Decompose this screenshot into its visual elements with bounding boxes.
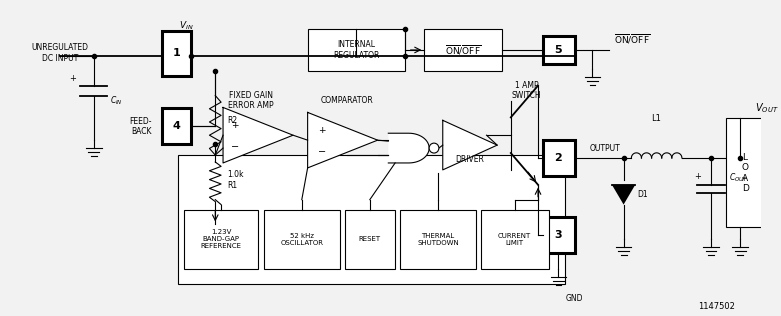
Text: OUTPUT: OUTPUT bbox=[590, 143, 620, 153]
Bar bbox=[480, 210, 549, 269]
Bar bbox=[344, 210, 395, 269]
Bar bbox=[726, 118, 765, 228]
Text: 1 AMP
SWITCH: 1 AMP SWITCH bbox=[512, 81, 541, 100]
Polygon shape bbox=[612, 185, 635, 204]
Bar bbox=[543, 140, 575, 176]
Text: 52 kHz
OSCILLATOR: 52 kHz OSCILLATOR bbox=[280, 233, 323, 246]
Text: 1: 1 bbox=[173, 48, 180, 58]
Bar bbox=[543, 36, 575, 64]
Bar bbox=[308, 29, 405, 71]
Text: D1: D1 bbox=[637, 190, 647, 199]
Text: 3: 3 bbox=[555, 230, 562, 240]
Bar bbox=[162, 31, 191, 76]
Text: $C_{IN}$: $C_{IN}$ bbox=[110, 94, 123, 107]
Text: L1: L1 bbox=[651, 114, 661, 123]
Text: $V_{IN}$: $V_{IN}$ bbox=[180, 20, 194, 33]
Text: INTERNAL
REGULATOR: INTERNAL REGULATOR bbox=[333, 40, 380, 60]
Circle shape bbox=[429, 143, 439, 153]
Polygon shape bbox=[223, 107, 293, 163]
Polygon shape bbox=[443, 120, 497, 170]
Bar bbox=[184, 210, 258, 269]
Text: +: + bbox=[319, 126, 326, 135]
Bar bbox=[543, 217, 575, 253]
Text: FIXED GAIN
ERROR AMP: FIXED GAIN ERROR AMP bbox=[228, 91, 274, 110]
Text: 1147502: 1147502 bbox=[698, 302, 736, 311]
Bar bbox=[424, 29, 502, 71]
Text: R2: R2 bbox=[227, 116, 237, 125]
Bar bbox=[162, 108, 191, 144]
Text: $\overline{\rm ON}/\overline{\rm OFF}$: $\overline{\rm ON}/\overline{\rm OFF}$ bbox=[445, 43, 481, 57]
Bar bbox=[162, 19, 575, 295]
Bar bbox=[264, 210, 340, 269]
Text: $C_{OUT}$: $C_{OUT}$ bbox=[729, 172, 747, 184]
Text: $\overline{\rm ON}/\overline{\rm OFF}$: $\overline{\rm ON}/\overline{\rm OFF}$ bbox=[614, 33, 650, 46]
Text: $V_{OUT}$: $V_{OUT}$ bbox=[754, 101, 779, 115]
Bar bbox=[178, 155, 565, 284]
Text: CURRENT
LIMIT: CURRENT LIMIT bbox=[498, 233, 531, 246]
Text: L
O
A
D: L O A D bbox=[742, 153, 749, 193]
Text: 2: 2 bbox=[555, 153, 562, 163]
Text: +: + bbox=[69, 74, 76, 83]
Bar bbox=[400, 210, 476, 269]
Text: −: − bbox=[318, 147, 326, 157]
Text: UNREGULATED
DC INPUT: UNREGULATED DC INPUT bbox=[31, 43, 88, 63]
Text: COMPARATOR: COMPARATOR bbox=[320, 96, 373, 105]
Text: +: + bbox=[231, 121, 238, 130]
Text: DRIVER: DRIVER bbox=[455, 155, 484, 165]
Text: GND: GND bbox=[565, 294, 583, 303]
Polygon shape bbox=[308, 112, 378, 168]
Text: RESET: RESET bbox=[358, 236, 381, 242]
Text: 4: 4 bbox=[173, 121, 180, 131]
Text: 1.23V
BAND-GAP
REFERENCE: 1.23V BAND-GAP REFERENCE bbox=[201, 229, 241, 249]
Text: −: − bbox=[230, 142, 239, 152]
Text: FEED-
BACK: FEED- BACK bbox=[130, 117, 152, 136]
Text: THERMAL
SHUTDOWN: THERMAL SHUTDOWN bbox=[417, 233, 458, 246]
Polygon shape bbox=[388, 133, 429, 163]
Text: +: + bbox=[694, 172, 701, 181]
Text: 5: 5 bbox=[555, 45, 562, 55]
Text: 1.0k
R1: 1.0k R1 bbox=[227, 170, 244, 190]
